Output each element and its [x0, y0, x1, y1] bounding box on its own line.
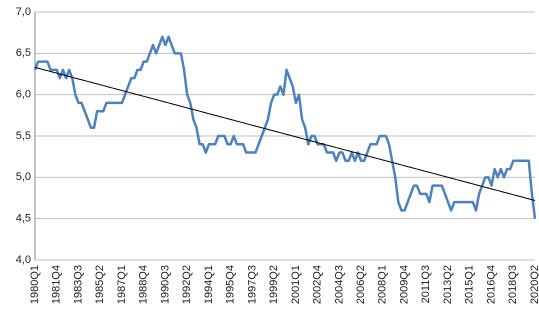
x-tick-label: 1992Q2 [181, 265, 193, 304]
x-tick-label: 2013Q2 [442, 265, 454, 304]
series-line [33, 35, 537, 219]
x-tick-label: 1994Q1 [203, 265, 215, 304]
x-tick-label: 1980Q1 [29, 265, 41, 304]
y-tick-label: 7,0 [16, 6, 31, 18]
x-tick-label: 1981Q4 [51, 265, 63, 304]
x-tick-label: 2008Q1 [377, 265, 389, 304]
x-tick-label: 1983Q3 [72, 265, 84, 304]
x-tick-label: 2004Q3 [333, 265, 345, 304]
x-tick-label: 2001Q1 [290, 265, 302, 304]
series-line [34, 66, 536, 201]
y-tick-label: 4,0 [16, 254, 31, 266]
x-tick-label: 1990Q3 [159, 265, 171, 304]
x-tick-label: 2009Q4 [398, 265, 410, 304]
y-tick-label: 5,5 [16, 130, 31, 142]
y-tick-label: 6,5 [16, 47, 31, 59]
x-tick-label: 1995Q4 [225, 265, 237, 304]
x-tick-label: 1999Q2 [268, 265, 280, 304]
x-tick-label: 1997Q3 [246, 265, 258, 304]
x-tick-label: 2018Q3 [507, 265, 519, 304]
x-tick-label: 1988Q4 [138, 265, 150, 304]
x-tick-label: 2002Q4 [312, 265, 324, 304]
x-tick-label: 1987Q1 [116, 265, 128, 304]
y-tick-label: 5,0 [16, 171, 31, 183]
x-tick-label: 2006Q2 [355, 265, 367, 304]
y-tick-label: 4,5 [16, 213, 31, 225]
x-tick-label: 2011Q3 [420, 265, 432, 303]
x-tick-label: 1985Q2 [94, 265, 106, 304]
x-tick-label: 2020Q2 [529, 265, 539, 304]
x-tick-label: 2016Q4 [485, 265, 497, 304]
x-tick-label: 2015Q1 [464, 265, 476, 304]
y-tick-label: 6,0 [16, 89, 31, 101]
